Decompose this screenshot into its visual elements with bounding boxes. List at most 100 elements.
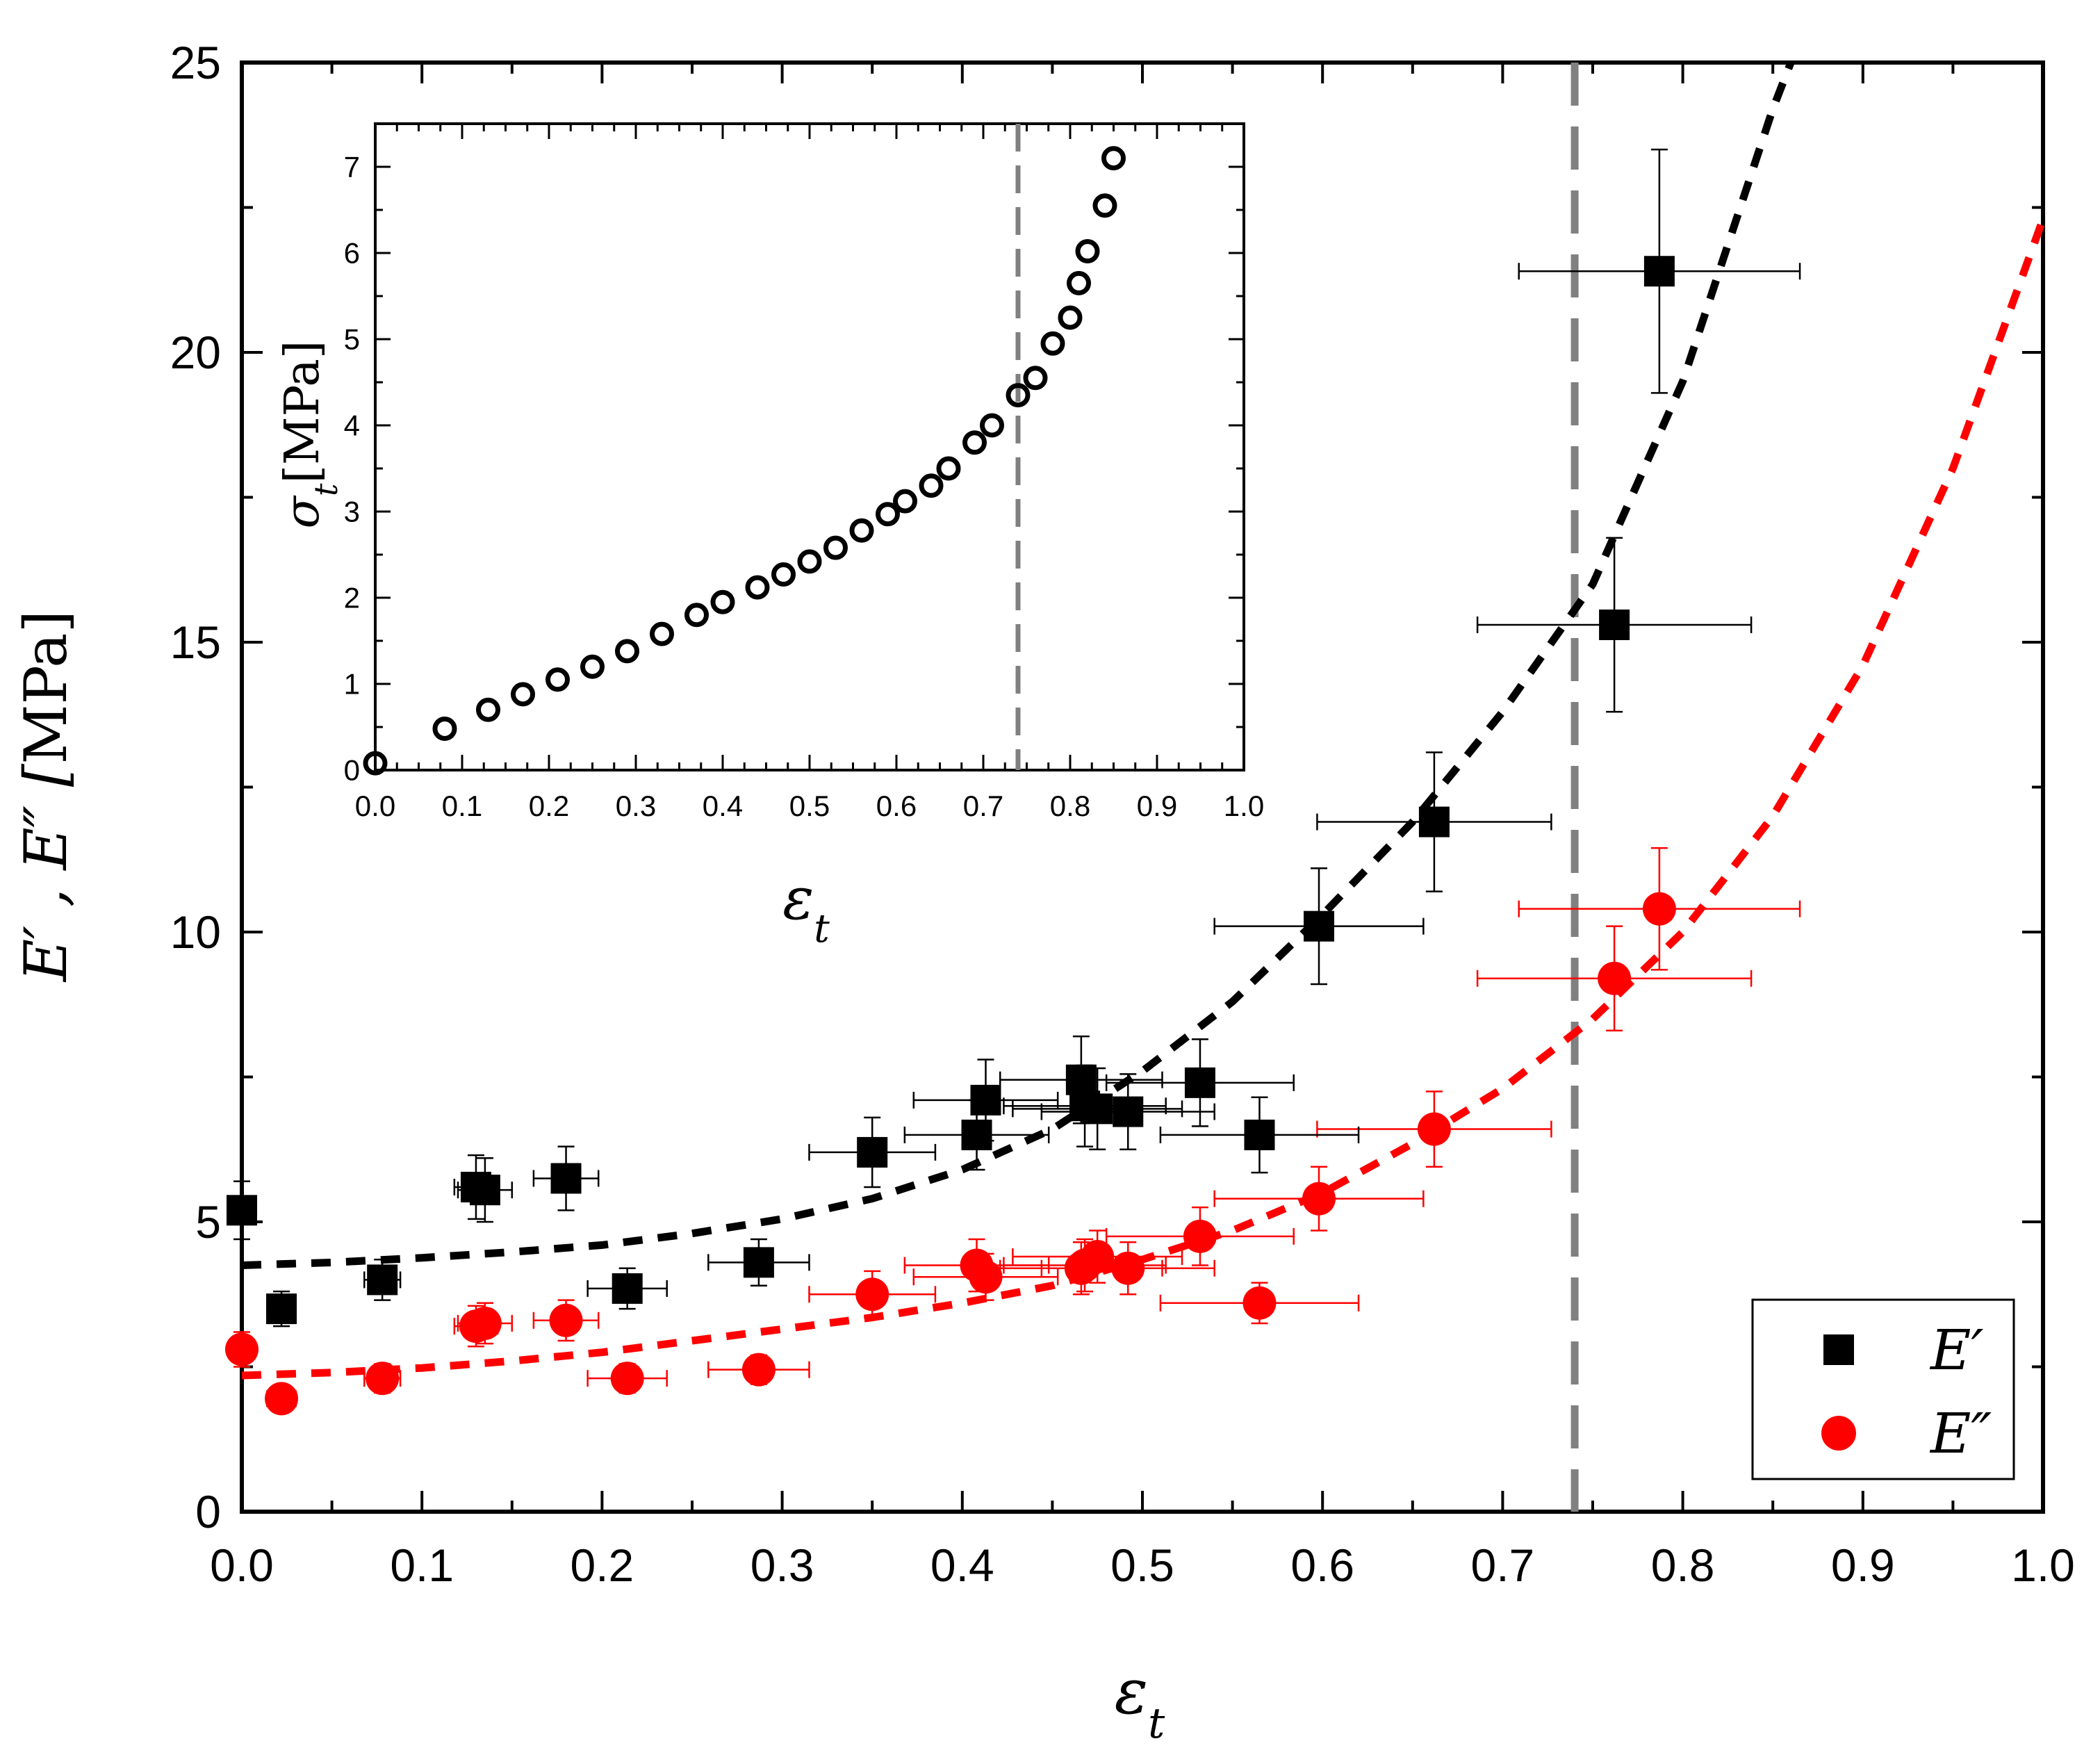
- x-tick-label: 0.4: [930, 1539, 994, 1591]
- inset-data-point: [580, 654, 605, 679]
- data-point-e-prime: [266, 1293, 297, 1325]
- inset-data-point: [1058, 305, 1083, 330]
- data-point-e-double-prime: [225, 1332, 259, 1366]
- inset-data-point: [1101, 146, 1126, 171]
- inset-data-point: [1006, 383, 1031, 408]
- x-tick-label: 0.7: [1471, 1539, 1535, 1591]
- data-point-e-double-prime: [1111, 1251, 1145, 1285]
- x-tick-label: 0.5: [1110, 1539, 1174, 1591]
- inset-y-tick-label: 3: [344, 496, 360, 528]
- inset-data-point: [1092, 193, 1117, 218]
- inset-data-point: [1040, 331, 1065, 356]
- inset-data-point: [545, 667, 570, 692]
- legend-label-e-double-prime: E″: [1929, 1401, 1992, 1466]
- x-tick-label: 1.0: [2011, 1539, 2075, 1591]
- x-tick-label: 0.9: [1831, 1539, 1895, 1591]
- data-point-e-prime: [743, 1247, 774, 1278]
- inset-data-point: [823, 535, 848, 560]
- inset-x-tick-label: 0.5: [789, 790, 830, 822]
- legend-frame: [1751, 1298, 2015, 1480]
- inset-y-tick-label: 6: [344, 237, 360, 270]
- data-point-e-double-prime: [610, 1362, 644, 1396]
- y-tick-label: 25: [170, 37, 221, 88]
- inset-data-point: [710, 589, 735, 614]
- x-tick-label: 0.2: [571, 1539, 634, 1591]
- data-point-e-prime: [1065, 1064, 1097, 1095]
- inset-x-tick-label: 0.0: [355, 790, 395, 822]
- inset-data-point: [980, 413, 1004, 438]
- inset-x-tick-label: 0.2: [529, 790, 569, 822]
- data-point-e-prime: [550, 1163, 582, 1194]
- data-point-e-prime: [1184, 1067, 1215, 1098]
- data-point-e-prime: [227, 1195, 257, 1226]
- inset-data-point: [849, 518, 874, 543]
- inset-background: [375, 124, 1244, 770]
- inset-x-tick-label: 0.9: [1137, 790, 1177, 822]
- legend-label-e-prime: E′: [1929, 1318, 1984, 1382]
- inset-data-point: [650, 621, 674, 646]
- inset-data-point: [684, 603, 709, 628]
- data-point-e-double-prime: [1242, 1286, 1277, 1320]
- inset-y-tick-label: 2: [344, 582, 360, 614]
- inset-x-tick-label: 0.4: [703, 790, 743, 822]
- data-point-e-prime: [1643, 256, 1675, 287]
- inset-data-point: [919, 473, 944, 498]
- inset-data-point: [745, 575, 770, 600]
- data-point-e-double-prime: [468, 1306, 502, 1340]
- data-point-e-prime: [1113, 1096, 1144, 1127]
- data-point-e-prime: [1082, 1093, 1113, 1125]
- data-point-e-double-prime: [741, 1353, 776, 1387]
- inset-x-tick-label: 0.8: [1050, 790, 1090, 822]
- data-point-e-double-prime: [1302, 1182, 1336, 1216]
- y-axis-label: E′ , E″ [MPa]: [12, 610, 80, 983]
- inset-x-tick-label: 0.3: [616, 790, 656, 822]
- data-point-e-prime: [469, 1175, 500, 1206]
- data-point-e-double-prime: [1642, 892, 1676, 926]
- x-tick-label: 0.8: [1651, 1539, 1715, 1591]
- inset-y-tick-label: 5: [344, 323, 360, 356]
- data-point-e-prime: [367, 1264, 398, 1296]
- inset-data-point: [771, 562, 796, 587]
- data-point-e-prime: [1599, 609, 1630, 640]
- data-point-e-double-prime: [1183, 1219, 1217, 1253]
- inset-y-tick-label: 1: [344, 668, 360, 701]
- data-point-e-double-prime: [549, 1303, 583, 1337]
- x-tick-label: 0.0: [210, 1539, 274, 1591]
- inset-data-point: [1023, 366, 1048, 391]
- inset-x-axis-label: εt: [782, 865, 830, 951]
- inset-data-point: [511, 682, 535, 707]
- inset-data-point: [1067, 270, 1091, 295]
- data-point-e-prime: [970, 1084, 1001, 1116]
- data-point-e-double-prime: [1081, 1240, 1115, 1274]
- data-point-e-prime: [1244, 1119, 1275, 1150]
- x-tick-label: 0.1: [390, 1539, 454, 1591]
- y-tick-label: 15: [170, 616, 221, 668]
- y-tick-label: 0: [195, 1486, 221, 1537]
- inset-data-point: [797, 549, 822, 574]
- x-axis-label: εt: [1115, 1656, 1165, 1745]
- inset-data-point: [615, 639, 639, 664]
- inset-data-point: [893, 489, 917, 514]
- inset-data-point: [876, 502, 900, 527]
- data-point-e-prime: [1418, 806, 1450, 838]
- inset-x-tick-label: 0.1: [442, 790, 482, 822]
- inset-y-tick-label: 0: [344, 754, 360, 787]
- data-point-e-double-prime: [1417, 1112, 1451, 1146]
- y-tick-label: 20: [170, 327, 221, 378]
- data-point-e-double-prime: [855, 1277, 889, 1312]
- inset-data-point: [1075, 239, 1100, 264]
- data-point-e-double-prime: [366, 1362, 400, 1396]
- inset-x-tick-label: 1.0: [1224, 790, 1264, 822]
- data-point-e-prime: [857, 1136, 888, 1168]
- legend-marker-e-double-prime: [1821, 1416, 1856, 1451]
- fit-curve-e-prime: [241, 61, 1795, 1269]
- x-tick-label: 0.6: [1290, 1539, 1354, 1591]
- y-tick-label: 5: [195, 1196, 221, 1248]
- data-point-e-prime: [612, 1273, 643, 1304]
- x-tick-label: 0.3: [750, 1539, 814, 1591]
- inset-data-point: [363, 751, 388, 776]
- inset-data-point: [962, 430, 987, 455]
- data-point-e-double-prime: [265, 1382, 299, 1416]
